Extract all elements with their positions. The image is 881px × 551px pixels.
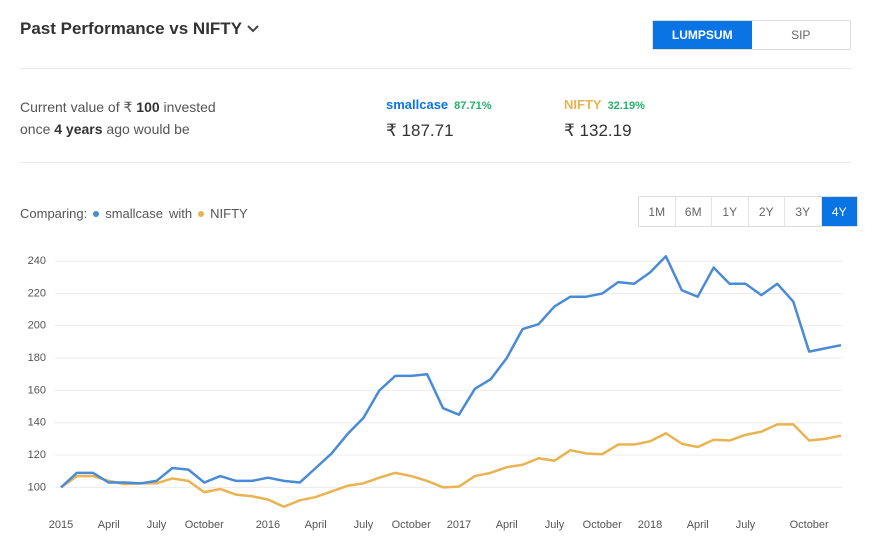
- x-tick-label: July: [736, 519, 756, 531]
- x-tick-label: April: [496, 519, 518, 531]
- range-button[interactable]: 4Y: [821, 197, 857, 226]
- result-name: smallcase: [386, 97, 449, 112]
- y-tick-label: 140: [28, 417, 46, 429]
- legend-entry: smallcase: [105, 206, 163, 221]
- legend: Comparing: smallcase with NIFTY: [20, 206, 248, 221]
- mode-button[interactable]: LUMPSUM: [653, 21, 752, 49]
- mode-toggle: LUMPSUM SIP: [652, 20, 851, 50]
- text: once: [20, 121, 51, 137]
- x-tick-label: 2017: [447, 519, 471, 531]
- range-selector: 1M 6M 1Y 2Y 3Y 4Y: [638, 196, 858, 227]
- y-tick-label: 100: [28, 481, 46, 493]
- text: ago would be: [106, 121, 190, 137]
- header[interactable]: Past Performance vs NIFTY: [20, 19, 260, 39]
- y-tick-label: 120: [28, 449, 46, 461]
- x-tick-label: July: [354, 519, 374, 531]
- range-button[interactable]: 3Y: [785, 197, 822, 226]
- x-tick-label: October: [790, 519, 829, 531]
- y-tick-label: 200: [28, 320, 46, 332]
- amount: 100: [136, 99, 160, 115]
- chevron: [247, 25, 260, 33]
- range-button[interactable]: 6M: [676, 197, 712, 226]
- text: Current value of ₹: [20, 99, 133, 115]
- x-tick-label: April: [305, 519, 327, 531]
- y-tick-label: 220: [28, 287, 46, 299]
- result: smallcase 87.71% ₹ 187.71: [386, 96, 491, 141]
- range-button[interactable]: 1Y: [712, 197, 749, 226]
- legend-entry: NIFTY: [210, 206, 248, 221]
- mode-button[interactable]: SIP: [791, 28, 811, 42]
- x-tick-label: 2018: [638, 519, 662, 531]
- separator: [20, 162, 851, 163]
- x-tick-label: April: [687, 519, 709, 531]
- title: Past Performance vs NIFTY: [20, 19, 242, 38]
- intro-line: once 4 years ago would be: [20, 121, 190, 137]
- result-change: 32.19%: [607, 100, 645, 112]
- legend-dot: [93, 210, 100, 217]
- legend-label: Comparing:: [20, 206, 88, 221]
- series-line: [60, 255, 842, 489]
- y-tick-label: 160: [28, 384, 46, 396]
- range-button[interactable]: 1M: [639, 197, 676, 226]
- legend-dot: [198, 210, 205, 217]
- x-tick-label: 2016: [256, 519, 280, 531]
- legend-joiner: with: [169, 206, 193, 221]
- x-tick-label: July: [147, 519, 167, 531]
- intro-line: Current value of ₹ 100 invested: [20, 99, 216, 116]
- result: NIFTY 32.19% ₹ 132.19: [564, 96, 645, 141]
- x-tick-label: 2015: [49, 519, 73, 531]
- result-change: 87.71%: [454, 100, 492, 112]
- y-tick-label: 240: [28, 255, 46, 267]
- x-tick-label: October: [185, 519, 224, 531]
- result-value: ₹ 187.71: [386, 121, 454, 140]
- result-name: NIFTY: [564, 97, 602, 112]
- range-button[interactable]: 2Y: [749, 197, 785, 226]
- result-value: ₹ 132.19: [564, 121, 632, 140]
- separator: [20, 68, 851, 69]
- y-tick-label: 180: [28, 352, 46, 364]
- period: 4 years: [54, 121, 103, 137]
- series-line: [60, 423, 842, 509]
- x-tick-label: October: [392, 519, 431, 531]
- x-tick-label: October: [583, 519, 622, 531]
- x-tick-label: April: [98, 519, 120, 531]
- text: invested: [163, 99, 216, 115]
- x-tick-label: July: [545, 519, 565, 531]
